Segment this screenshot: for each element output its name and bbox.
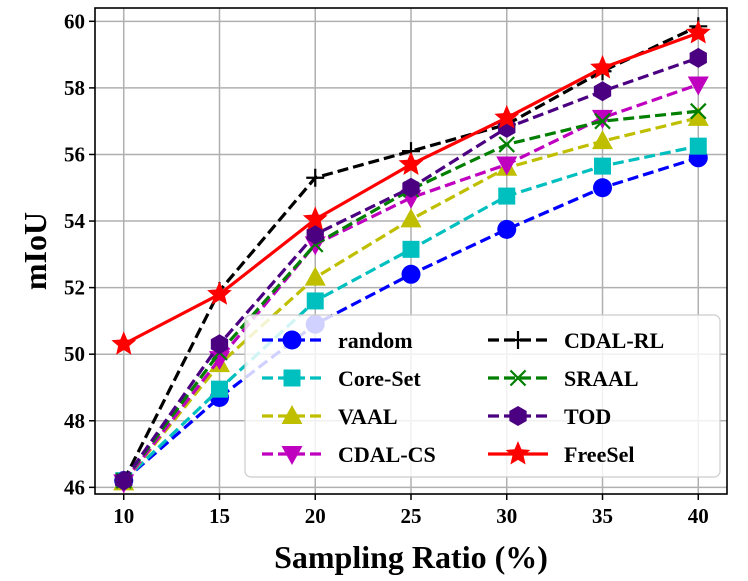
x-axis-title: Sampling Ratio (%) — [274, 539, 548, 575]
data-point-random — [401, 264, 421, 284]
legend-marker — [283, 369, 301, 387]
legend-label: Core-Set — [338, 366, 421, 391]
data-point-cdal-cs — [687, 76, 709, 96]
legend-item-core-set: Core-Set — [262, 366, 421, 391]
legend-item-sraal: SRAAL — [488, 366, 639, 391]
data-point-vaal — [687, 106, 709, 126]
legend-marker — [509, 406, 527, 426]
legend-label: random — [338, 328, 413, 353]
data-point-core-set — [594, 157, 612, 175]
data-point-vaal — [304, 266, 326, 286]
series-layer — [111, 17, 711, 494]
x-tick-label: 25 — [401, 504, 422, 528]
legend-item-cdal-cs: CDAL-CS — [262, 442, 436, 467]
data-point-cdal-rl — [306, 168, 325, 187]
data-point-core-set — [498, 187, 516, 205]
legend-item-tod: TOD — [488, 404, 611, 429]
legend-marker — [282, 330, 302, 350]
data-point-freesel — [590, 54, 615, 79]
legend-item-cdal-rl: CDAL-RL — [488, 328, 664, 353]
x-tick-label: 35 — [592, 504, 613, 528]
data-point-tod — [210, 334, 229, 355]
data-point-cdal-cs — [208, 351, 230, 371]
x-tick-label: 40 — [688, 504, 709, 528]
legend-item-vaal: VAAL — [262, 404, 398, 429]
data-point-freesel — [111, 331, 137, 355]
y-tick-label: 46 — [64, 475, 85, 499]
data-point-freesel — [398, 151, 424, 175]
data-point-tod — [689, 47, 707, 68]
legend-marker — [509, 331, 527, 349]
legend-label: SRAAL — [564, 366, 639, 391]
x-tick-label: 20 — [305, 504, 326, 528]
x-tick-label: 10 — [113, 504, 134, 528]
legend-marker — [509, 369, 527, 387]
legend: random Core-Set VAAL CDAL-CS CDAL-RL SRAAL TOD… — [244, 314, 721, 478]
legend-label: TOD — [564, 404, 611, 429]
data-point-core-set — [689, 137, 707, 155]
data-point-cdal-cs — [496, 156, 518, 176]
data-point-vaal — [592, 130, 614, 150]
data-point-vaal — [400, 208, 422, 228]
plot-frame — [89, 7, 728, 500]
x-tick-label: 15 — [209, 504, 230, 528]
data-point-tod — [115, 470, 133, 491]
data-point-tod — [402, 177, 420, 198]
legend-label: CDAL-CS — [338, 442, 436, 467]
data-point-core-set — [210, 380, 228, 398]
tick-labels: 10 15 20 25 30 35 40 46 48 50 52 54 56 58 60 — [64, 9, 709, 528]
data-point-freesel — [494, 104, 520, 129]
data-point-core-set — [306, 292, 324, 310]
y-tick-label: 48 — [64, 409, 85, 433]
data-point-sraal — [689, 102, 707, 120]
data-point-random — [593, 178, 613, 198]
data-point-sraal — [498, 136, 516, 153]
y-tick-label: 58 — [64, 76, 85, 100]
y-tick-label: 56 — [64, 142, 85, 166]
y-tick-label: 50 — [64, 342, 85, 366]
legend-item-freesel: FreeSel — [488, 441, 634, 467]
plot-border — [94, 7, 728, 495]
legend-box — [244, 314, 721, 478]
legend-label: CDAL-RL — [564, 328, 664, 353]
y-axis-title: mIoU — [17, 212, 53, 290]
data-point-sraal — [594, 112, 611, 130]
data-point-freesel — [207, 281, 232, 305]
data-point-tod — [306, 224, 324, 245]
legend-marker — [281, 405, 303, 424]
data-point-tod — [593, 81, 612, 102]
data-point-core-set — [402, 240, 420, 258]
series-freesel — [111, 19, 711, 355]
legend-item-random: random — [262, 328, 413, 353]
data-point-freesel — [302, 206, 328, 230]
y-tick-label: 52 — [64, 276, 85, 300]
data-point-freesel — [685, 19, 711, 44]
legend-label: VAAL — [338, 404, 398, 429]
x-tick-label: 30 — [496, 504, 517, 528]
y-tick-label: 60 — [64, 9, 85, 33]
y-tick-label: 54 — [64, 209, 86, 233]
legend-label: FreeSel — [564, 442, 634, 467]
legend-marker — [281, 446, 303, 465]
data-point-random — [497, 219, 517, 239]
legend-marker — [505, 441, 531, 465]
